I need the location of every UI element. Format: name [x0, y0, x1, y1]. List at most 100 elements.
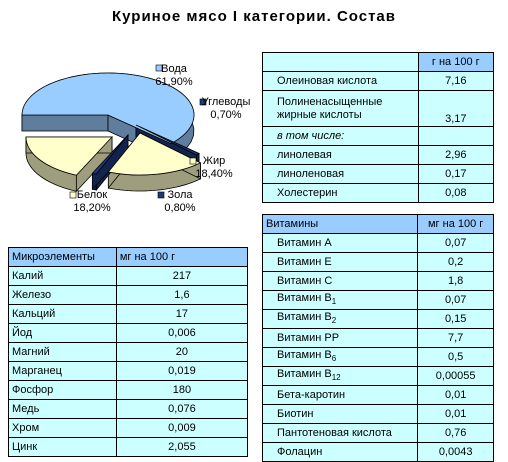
vitamin-row: Витамин PP 7,7	[261, 328, 494, 348]
fat-row-label: Полиненасыщенные жирные кислоты	[262, 90, 419, 127]
mineral-row: Кальций 17	[8, 304, 249, 324]
pie-legend-swatch-3	[157, 191, 165, 199]
vitamin-row-value: 0,01	[417, 404, 494, 424]
pie-slice-edge-0-0	[21, 114, 109, 132]
pie-label-1: Углеводы	[202, 96, 251, 108]
mineral-row-name: Железо	[12, 288, 52, 301]
mineral-row-label: Калий	[8, 266, 117, 286]
fat-row: в том числе:	[262, 126, 495, 146]
mineral-row-name: Хром	[12, 421, 40, 434]
fat-row-name: линоленовая	[277, 167, 345, 180]
fat-row: Полиненасыщенные жирные кислоты 3,17	[262, 90, 495, 127]
vitamin-row-label: Витамин B1	[261, 290, 419, 310]
mineral-row-label: Фосфор	[8, 380, 117, 400]
vitamin-row-name: Витамин C	[277, 274, 333, 287]
vitamin-row: Пантотеновая кислота 0,76	[261, 423, 494, 443]
mineral-row: Железо 1,6	[8, 285, 249, 305]
fat-row-value: 0,17	[417, 164, 495, 184]
vitamin-row-name: Витамин B	[277, 367, 332, 380]
vitamin-row-value: 0,0043	[417, 442, 494, 462]
mineral-row-value: 20	[115, 342, 249, 362]
fat-row-label: Холестерин	[262, 183, 419, 203]
fat-row-name: Полиненасыщенные жирные кислоты	[277, 95, 383, 121]
fat-row-name: Олеиновая кислота	[277, 74, 378, 87]
vitamin-row-label: Фолацин	[261, 442, 419, 462]
vitamin-row-name: Витамин A	[277, 236, 332, 249]
page-title: Куриное мясо I категории. Состав	[111, 8, 396, 25]
fat-row: Холестерин 0,08	[262, 183, 495, 203]
mineral-row-name: Калий	[12, 269, 44, 282]
minerals-table: Микроэлементы мг на 100 г Калий 217 Железо…	[8, 247, 249, 457]
mineral-row-name: Фосфор	[12, 383, 54, 396]
pie-label-0: Вода	[161, 63, 188, 75]
vitamin-row-value: 0,76	[417, 423, 494, 443]
mineral-row: Магний 20	[8, 342, 249, 362]
mineral-row-name: Цинк	[12, 440, 38, 453]
fat-row-name: Холестерин	[277, 186, 338, 199]
pie-legend-swatch-1	[199, 98, 207, 106]
vitamin-row-value: 0,5	[417, 347, 494, 367]
fat-row-value	[417, 126, 495, 146]
vitamin-row-value: 0,2	[417, 252, 494, 272]
pie-slice-2	[107, 132, 202, 176]
vitamin-row-label: Витамин B2	[261, 309, 419, 329]
vitamin-row: Витамин E 0,2	[261, 252, 494, 272]
pie-label-2: Жир	[203, 155, 225, 167]
mineral-row-name: Магний	[12, 345, 50, 358]
pie-slice-1	[135, 124, 200, 156]
pie-value-label-4: 18,20%	[73, 202, 111, 214]
vitamin-row-name: Фолацин	[277, 445, 323, 458]
vitamin-row-name: Бета-каротин	[277, 388, 346, 401]
vitamin-row-name: Витамин B	[277, 310, 332, 323]
vitamins-table-unit-header: мг на 100 г	[417, 214, 494, 234]
fat-table: г на 100 г Олеиновая кислота 7,16 Полинена…	[262, 52, 495, 203]
pie-label-3: Зола	[167, 189, 193, 201]
mineral-row: Йод 0,006	[8, 323, 249, 343]
mineral-row-label: Цинк	[8, 437, 117, 457]
vitamin-row-name: Витамин B	[277, 291, 332, 304]
vitamin-row: Витамин B6 0,5	[261, 347, 494, 367]
pie-value-label-3: 0,80%	[164, 202, 195, 214]
mineral-row-value: 0,006	[115, 323, 249, 343]
mineral-row: Цинк 2,055	[8, 437, 249, 457]
mineral-row-label: Медь	[8, 399, 117, 419]
mineral-row-value: 17	[115, 304, 249, 324]
vitamin-row: Витамин B2 0,15	[261, 309, 494, 329]
mineral-row: Хром 0,009	[8, 418, 249, 438]
vitamin-row-value: 1,8	[417, 271, 494, 291]
vitamin-row: Витамин B12 0,00055	[261, 366, 494, 386]
mineral-row-label: Марганец	[8, 361, 117, 381]
pie-value-label-2: 18,40%	[195, 168, 233, 180]
vitamin-row-label: Витамин E	[261, 252, 419, 272]
mineral-row-label: Йод	[8, 323, 117, 343]
mineral-row: Калий 217	[8, 266, 249, 286]
vitamin-row-value: 7,7	[417, 328, 494, 348]
vitamin-row-value: 0,07	[417, 290, 494, 310]
pie-slice-3	[91, 134, 129, 175]
fat-row: линолевая 2,96	[262, 145, 495, 165]
fat-table-blank-header	[262, 52, 419, 72]
vitamin-row-subscript: 12	[331, 373, 341, 383]
mineral-row-name: Марганец	[12, 364, 62, 377]
fat-row-label: линоленовая	[262, 164, 419, 184]
pie-top-layer	[21, 72, 202, 176]
mineral-row-name: Кальций	[12, 307, 56, 320]
fat-row-name: линолевая	[277, 148, 332, 161]
vitamins-table: Витамины мг на 100 г Витамин A 0,07 Витами…	[261, 214, 494, 462]
vitamin-row: Бета-каротин 0,01	[261, 385, 494, 405]
pie-legend-swatch-4	[69, 191, 77, 199]
fat-row: линоленовая 0,17	[262, 164, 495, 184]
vitamin-row-label: Биотин	[261, 404, 419, 424]
mineral-row-label: Кальций	[8, 304, 117, 324]
mineral-row-value: 0,019	[115, 361, 249, 381]
vitamin-row-subscript: 6	[331, 354, 337, 364]
vitamin-row-value: 0,01	[417, 385, 494, 405]
vitamin-row: Витамин B1 0,07	[261, 290, 494, 310]
fat-row-label: Олеиновая кислота	[262, 71, 419, 91]
fat-row-label: в том числе:	[262, 126, 419, 146]
pie-value-label-1: 0,70%	[210, 109, 241, 121]
vitamin-row-subscript: 1	[331, 297, 337, 307]
pie-legend-swatch-2	[189, 157, 197, 165]
minerals-table-unit-header: мг на 100 г	[115, 247, 249, 267]
